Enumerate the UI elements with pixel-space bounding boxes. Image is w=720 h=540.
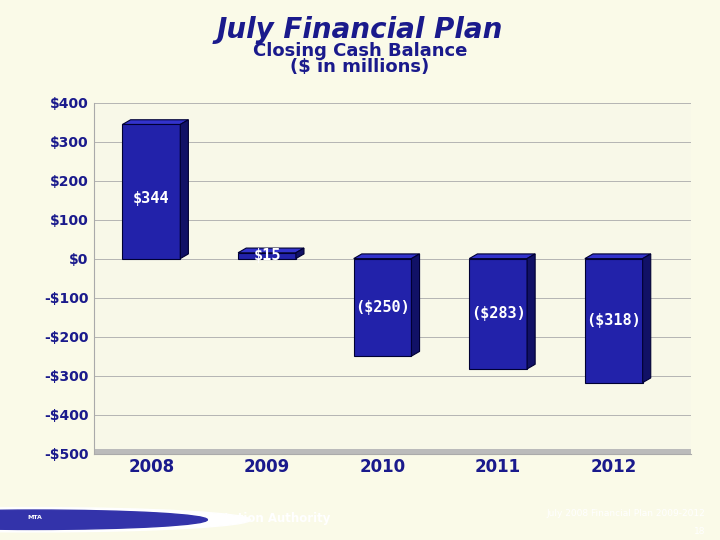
Polygon shape — [469, 254, 535, 259]
Text: 18: 18 — [694, 526, 706, 536]
Text: $344: $344 — [133, 191, 170, 206]
Polygon shape — [296, 248, 304, 259]
Text: ($250): ($250) — [355, 300, 410, 315]
Bar — [585, 259, 643, 383]
Text: ($ in millions): ($ in millions) — [290, 58, 430, 76]
Polygon shape — [180, 120, 189, 259]
Polygon shape — [354, 254, 420, 259]
Polygon shape — [411, 254, 420, 356]
Polygon shape — [122, 120, 189, 124]
Text: Closing Cash Balance: Closing Cash Balance — [253, 42, 467, 60]
Polygon shape — [527, 254, 535, 369]
Bar — [122, 124, 180, 259]
Text: July 2008 Financial Plan 2009-2012: July 2008 Financial Plan 2009-2012 — [547, 509, 706, 518]
Polygon shape — [238, 248, 304, 253]
Circle shape — [0, 510, 207, 529]
Text: ($318): ($318) — [586, 313, 641, 328]
Circle shape — [0, 508, 251, 532]
Text: MTA: MTA — [27, 515, 42, 520]
Text: ($283): ($283) — [471, 306, 526, 321]
Polygon shape — [643, 254, 651, 383]
Text: Metropolitan Transportation Authority: Metropolitan Transportation Authority — [76, 512, 330, 525]
Text: $15: $15 — [253, 248, 281, 264]
Polygon shape — [585, 254, 651, 259]
Bar — [238, 253, 296, 259]
Bar — [469, 259, 527, 369]
Bar — [354, 259, 411, 356]
Text: July Financial Plan: July Financial Plan — [217, 16, 503, 44]
Bar — [94, 449, 720, 454]
